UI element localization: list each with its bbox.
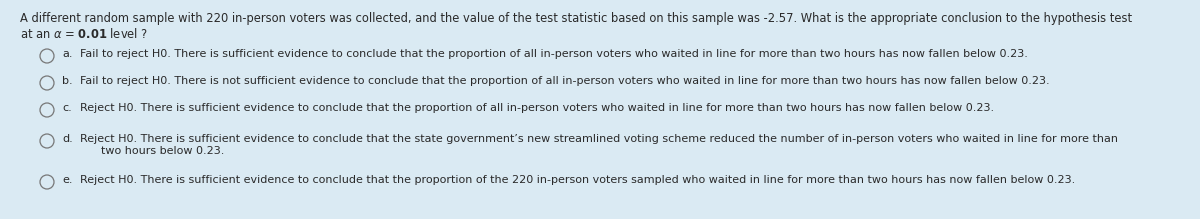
Text: Reject H0. There is sufficient evidence to conclude that the proportion of the 2: Reject H0. There is sufficient evidence … [80, 175, 1075, 185]
Text: a.: a. [62, 49, 72, 59]
Text: b.: b. [62, 76, 73, 86]
Text: Fail to reject H0. There is not sufficient evidence to conclude that the proport: Fail to reject H0. There is not sufficie… [80, 76, 1050, 86]
Text: e.: e. [62, 175, 72, 185]
Text: A different random sample with 220 in-person voters was collected, and the value: A different random sample with 220 in-pe… [20, 12, 1132, 25]
Text: Reject H0. There is sufficient evidence to conclude that the state government’s : Reject H0. There is sufficient evidence … [80, 134, 1118, 156]
Text: Fail to reject H0. There is sufficient evidence to conclude that the proportion : Fail to reject H0. There is sufficient e… [80, 49, 1028, 59]
Text: at an $\alpha$ = $\mathbf{0.01}$ level ?: at an $\alpha$ = $\mathbf{0.01}$ level ? [20, 27, 148, 41]
Text: Reject H0. There is sufficient evidence to conclude that the proportion of all i: Reject H0. There is sufficient evidence … [80, 103, 994, 113]
Text: d.: d. [62, 134, 73, 144]
Text: c.: c. [62, 103, 72, 113]
